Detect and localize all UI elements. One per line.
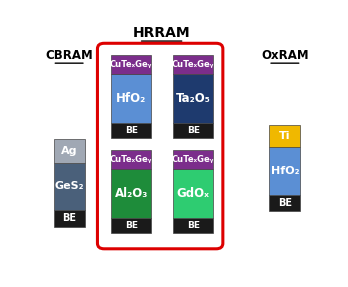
Text: BE: BE [278,198,292,208]
FancyBboxPatch shape [173,218,213,233]
Text: CuTeₓGeᵧ: CuTeₓGeᵧ [172,60,214,69]
Text: HfO₂: HfO₂ [116,92,146,105]
FancyBboxPatch shape [173,123,213,138]
FancyBboxPatch shape [269,125,300,147]
Text: Ta₂O₅: Ta₂O₅ [176,92,211,105]
FancyBboxPatch shape [269,147,300,195]
Text: CBRAM: CBRAM [45,49,93,62]
FancyBboxPatch shape [111,169,151,218]
FancyBboxPatch shape [111,123,151,138]
Text: GeS₂: GeS₂ [54,181,84,191]
Text: BE: BE [62,214,76,223]
Text: Al₂O₃: Al₂O₃ [114,187,148,200]
Text: Ag: Ag [61,146,77,156]
FancyBboxPatch shape [111,74,151,123]
FancyBboxPatch shape [111,218,151,233]
FancyBboxPatch shape [269,195,300,211]
Text: OxRAM: OxRAM [261,49,309,62]
Text: HfO₂: HfO₂ [271,166,299,176]
FancyBboxPatch shape [111,55,151,74]
Text: CuTeₓGeᵧ: CuTeₓGeᵧ [110,155,152,164]
Text: BE: BE [125,221,138,230]
Text: CuTeₓGeᵧ: CuTeₓGeᵧ [172,155,214,164]
Text: Ti: Ti [279,131,291,141]
Text: GdOₓ: GdOₓ [177,187,210,200]
FancyBboxPatch shape [173,150,213,169]
Text: BE: BE [187,126,200,135]
FancyBboxPatch shape [173,55,213,74]
Text: CuTeₓGeᵧ: CuTeₓGeᵧ [110,60,152,69]
FancyBboxPatch shape [173,74,213,123]
FancyBboxPatch shape [54,210,85,227]
Text: HRRAM: HRRAM [133,26,190,40]
Text: BE: BE [187,221,200,230]
Text: BE: BE [125,126,138,135]
FancyBboxPatch shape [54,139,85,163]
FancyBboxPatch shape [54,163,85,210]
FancyBboxPatch shape [111,150,151,169]
FancyBboxPatch shape [173,169,213,218]
